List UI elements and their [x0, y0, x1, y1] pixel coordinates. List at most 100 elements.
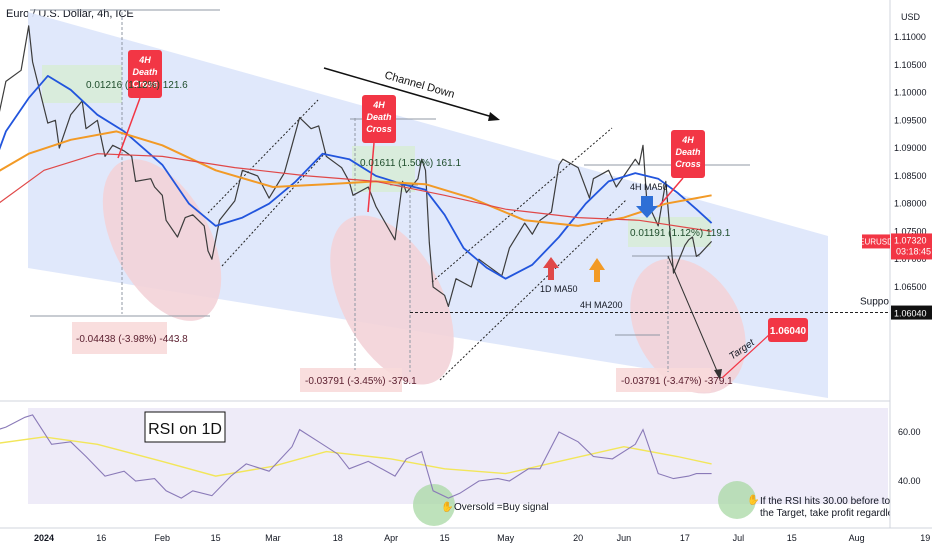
time-tick-label: 15: [440, 533, 450, 543]
time-tick-label: Aug: [849, 533, 865, 543]
rsi-title: RSI on 1D: [148, 421, 222, 438]
measure-down-box: [300, 368, 402, 392]
time-tick-label: 15: [787, 533, 797, 543]
rsi-tick-label: 40.00: [898, 476, 921, 486]
last-price-label: 1.07320: [894, 235, 927, 245]
measure-up-label: 0.01611 (1.50%) 161.1: [360, 158, 461, 169]
death-cross-badge: 4H Death Cross: [659, 130, 705, 206]
measure-down-box: [72, 322, 167, 354]
ma50-down-arrow: [636, 196, 658, 218]
time-tick-label: Feb: [155, 533, 171, 543]
decline-highlight-ellipse: [102, 159, 222, 321]
time-tick-label: Jun: [617, 533, 632, 543]
rsi-title-box: [144, 411, 226, 443]
label-4h-ma50: 4H MA50: [630, 182, 668, 192]
price-tick-label: 1.11000: [894, 32, 926, 42]
target-value: 1.06040: [770, 326, 807, 337]
measure-up-label: 0.01216 (1.12%) 121.6: [86, 80, 188, 91]
channel-down-arrow: [323, 67, 497, 119]
price-tick-label: 1.07500: [894, 226, 927, 236]
time-tick-label: 15: [211, 533, 221, 543]
series-eurusd: [0, 25, 713, 307]
channel-rail-dotted: [431, 127, 613, 283]
badge-pointer: [367, 142, 375, 213]
badge-box: [128, 50, 162, 98]
measure-up-label: 0.01191 (1.12%) 119.1: [630, 228, 731, 239]
rsi-line: [0, 414, 712, 499]
measure-down-label: -0.04438 (-3.98%) -443.8: [76, 334, 188, 345]
channel-rail-dotted: [439, 199, 627, 381]
time-tick-label: 16: [96, 533, 106, 543]
badge-text: Cross: [132, 79, 158, 89]
rsi-note-line2: the Target, take profit regardless.: [760, 508, 906, 519]
rsi-note-line1: If the RSI hits 30.00 before touching: [760, 496, 920, 507]
target-badge: [768, 318, 808, 342]
time-tick-label: 2024: [34, 533, 54, 543]
time-tick-label: 20: [573, 533, 583, 543]
badge-box: [362, 95, 396, 143]
measure-down-label: -0.03791 (-3.47%) -379.1: [621, 376, 733, 387]
1d-ma50-up-arrow: [543, 257, 559, 280]
channel-rail-dotted: [221, 151, 327, 267]
measure-down-box: [616, 368, 711, 392]
badge-text: 4H: [138, 55, 151, 65]
symbol-tag-label: EURUSD: [859, 237, 893, 246]
measure-up-box: [42, 65, 122, 103]
support-price-tag: [891, 305, 932, 320]
currency-label: USD: [901, 12, 921, 22]
badge-text: Cross: [366, 124, 392, 134]
rsi-target-circle: [718, 481, 756, 519]
ma200-up-arrow: [589, 258, 605, 282]
time-tick-label: Mar: [265, 533, 281, 543]
rsi-ma-line: [0, 436, 712, 477]
series-4h-ma50: [0, 75, 713, 280]
price-tick-label: 1.09500: [894, 115, 927, 125]
oversold-circle: [413, 484, 455, 526]
label-1d-ma50: 1D MA50: [540, 284, 578, 294]
target-pointer: [721, 333, 771, 379]
time-tick-label: 18: [333, 533, 343, 543]
symbol-tag: [862, 234, 890, 249]
time-tick-label: 17: [680, 533, 690, 543]
badge-box: [671, 130, 705, 178]
channel-down-band: [28, 12, 828, 398]
badge-pointer: [659, 177, 684, 206]
time-tick-label: 19: [920, 533, 930, 543]
decline-highlight-ellipse: [330, 215, 454, 385]
rsi-tick-label: 60.00: [898, 427, 921, 437]
death-cross-badge: 4H Death Cross: [117, 50, 162, 159]
countdown-label: 03:18:45: [896, 246, 931, 256]
support-label: Support: [860, 297, 895, 308]
channel-down-arrowhead: [488, 112, 500, 121]
series-1d-ma50: [0, 153, 712, 232]
hand-icon: ✋: [441, 500, 453, 513]
time-tick-label: May: [497, 533, 515, 543]
badge-pointer: [117, 97, 141, 159]
badge-text: Death: [675, 147, 701, 157]
decline-highlight-ellipse: [630, 258, 746, 394]
price-tick-label: 1.10500: [894, 60, 927, 70]
price-tick-label: 1.08000: [894, 199, 927, 209]
projection-arrowhead: [714, 369, 722, 380]
last-price-tag: [891, 233, 932, 260]
measure-down-label: -0.03791 (-3.45%) -379.1: [305, 376, 417, 387]
badge-text: 4H: [372, 100, 385, 110]
badge-text: Death: [132, 67, 158, 77]
time-tick-label: Jul: [733, 533, 745, 543]
label-4h-ma200: 4H MA200: [580, 300, 623, 310]
support-price-label: 1.06040: [894, 309, 927, 319]
price-tick-label: 1.09000: [894, 143, 927, 153]
oversold-note: Oversold =Buy signal: [454, 502, 549, 513]
badge-text: Cross: [675, 159, 701, 169]
price-tick-label: 1.06500: [894, 282, 927, 292]
projection-line: [667, 255, 721, 379]
price-tick-label: 1.08500: [894, 171, 927, 181]
time-tick-label: Apr: [384, 533, 398, 543]
badge-text: 4H: [681, 135, 694, 145]
price-axis-bg: [890, 0, 932, 550]
price-tick-label: 1.10000: [894, 88, 927, 98]
badge-text: Death: [366, 112, 392, 122]
hand-icon: ✋: [747, 493, 759, 506]
death-cross-badge: 4H Death Cross: [362, 95, 396, 213]
